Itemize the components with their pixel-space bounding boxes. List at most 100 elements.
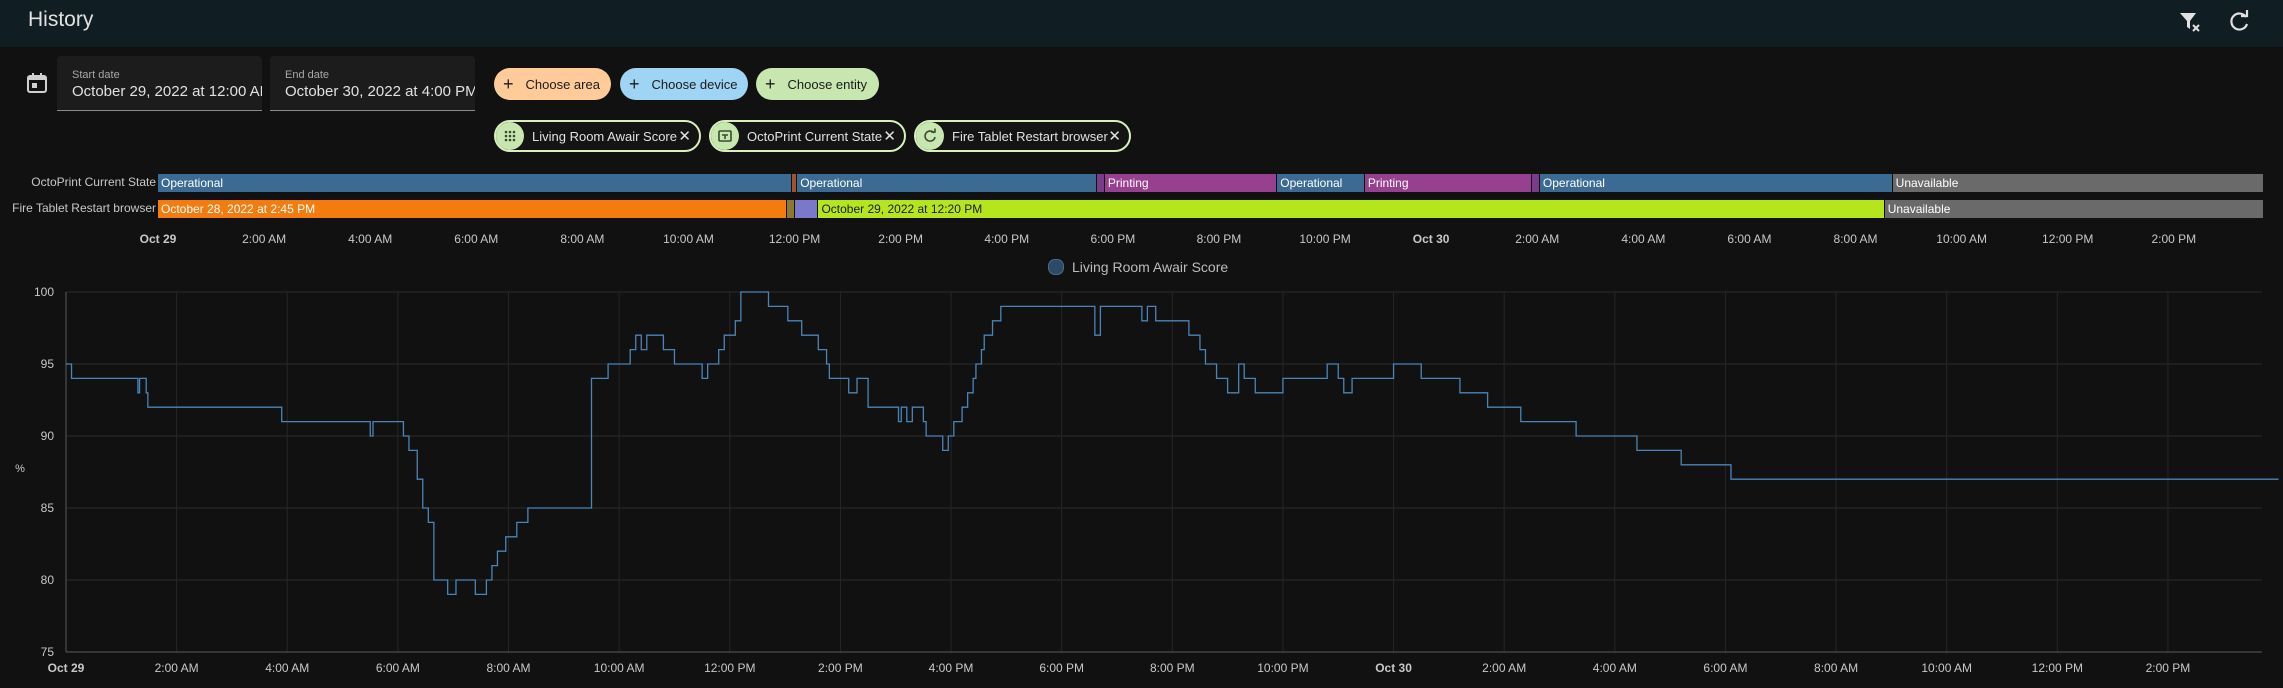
x-tick-label: 6:00 PM bbox=[1039, 661, 1084, 675]
choose-device-button[interactable]: + Choose device bbox=[620, 68, 748, 100]
choose-area-label: Choose area bbox=[525, 76, 600, 92]
timeline-tick-label: 12:00 PM bbox=[768, 232, 821, 246]
x-tick-label: 2:00 AM bbox=[155, 661, 199, 675]
timeline-tick-label: 6:00 AM bbox=[1727, 232, 1772, 246]
x-tick-label: 8:00 AM bbox=[1814, 661, 1858, 675]
timeline-tick-label: 10:00 AM bbox=[663, 232, 714, 246]
end-date-field[interactable]: End date October 30, 2022 at 4:00 PM bbox=[270, 56, 475, 111]
selected-entity-chip[interactable]: Fire Tablet Restart browser ✕ bbox=[914, 120, 1131, 152]
x-tick-label: 12:00 PM bbox=[2032, 661, 2083, 675]
timeline-tick-label: 4:00 AM bbox=[1621, 232, 1666, 246]
x-tick-label: 6:00 AM bbox=[1703, 661, 1747, 675]
chart-legend-item[interactable]: Living Room Awair Score bbox=[1048, 259, 1228, 275]
start-date-field[interactable]: Start date October 29, 2022 at 12:00 AM bbox=[57, 56, 262, 111]
timeline-segment-label: Unavailable bbox=[1887, 202, 1951, 216]
selected-entity-chip[interactable]: OctoPrint Current State ✕ bbox=[709, 120, 906, 152]
selected-entity-label: OctoPrint Current State bbox=[747, 128, 883, 144]
timeline-tick-label: 8:00 PM bbox=[1196, 232, 1242, 246]
timeline-segment[interactable]: Operational bbox=[158, 174, 791, 192]
choose-entity-button[interactable]: + Choose entity bbox=[756, 68, 879, 100]
choose-entity-label: Choose entity bbox=[787, 76, 868, 92]
timeline-tick-label: 8:00 AM bbox=[1833, 232, 1878, 246]
timeline-tick-label: 10:00 AM bbox=[1936, 232, 1987, 246]
x-tick-label: Oct 30 bbox=[1375, 661, 1412, 675]
x-tick-label: Oct 29 bbox=[48, 661, 85, 675]
selected-entity-label: Living Room Awair Score bbox=[532, 128, 677, 144]
timeline-segment[interactable]: Unavailable bbox=[1884, 200, 2263, 218]
choose-area-button[interactable]: + Choose area bbox=[494, 68, 611, 100]
timeline-segment[interactable] bbox=[1096, 174, 1104, 192]
timeline-row-label: Fire Tablet Restart browser bbox=[12, 201, 156, 215]
timeline-tick-label: 6:00 PM bbox=[1090, 232, 1136, 246]
timeline-segment[interactable]: Operational bbox=[1539, 174, 1892, 192]
remove-chip-icon[interactable]: ✕ bbox=[1108, 128, 1121, 145]
start-date-value: October 29, 2022 at 12:00 AM bbox=[72, 83, 262, 100]
timeline-segment-label: Printing bbox=[1367, 176, 1409, 190]
x-tick-label: 10:00 AM bbox=[1921, 661, 1972, 675]
timeline-segment-label: Printing bbox=[1107, 176, 1149, 190]
y-tick-label: 75 bbox=[41, 645, 55, 659]
app-header: History bbox=[0, 0, 2283, 47]
calendar-icon bbox=[27, 73, 47, 93]
timeline-tick-label: 2:00 PM bbox=[2151, 232, 2197, 246]
y-axis-label: % bbox=[15, 463, 25, 475]
timeline-tick-label: 10:00 PM bbox=[1299, 232, 1351, 246]
timeline-tick-label: Oct 29 bbox=[139, 232, 177, 246]
y-tick-label: 100 bbox=[34, 285, 54, 299]
timeline-segment[interactable] bbox=[794, 200, 818, 218]
timeline-tick-label: 2:00 AM bbox=[242, 232, 287, 246]
x-tick-label: 10:00 PM bbox=[1257, 661, 1308, 675]
selected-entity-label: Fire Tablet Restart browser bbox=[952, 128, 1108, 144]
restart-icon bbox=[916, 122, 944, 150]
timeline-segment-label: October 29, 2022 at 12:20 PM bbox=[821, 202, 983, 216]
timeline-segment[interactable] bbox=[786, 200, 794, 218]
plus-icon: + bbox=[629, 74, 640, 94]
x-tick-label: 4:00 AM bbox=[1593, 661, 1637, 675]
clear-filter-button[interactable] bbox=[2176, 8, 2204, 36]
y-tick-label: 85 bbox=[41, 501, 55, 515]
y-tick-label: 90 bbox=[41, 429, 55, 443]
remove-chip-icon[interactable]: ✕ bbox=[678, 128, 691, 145]
series-line bbox=[66, 291, 2279, 596]
start-date-label: Start date bbox=[72, 69, 120, 81]
page-title: History bbox=[28, 8, 94, 31]
timeline-segment[interactable] bbox=[791, 174, 797, 192]
timeline-tick-label: 4:00 AM bbox=[348, 232, 393, 246]
timeline-segment[interactable]: Operational bbox=[1277, 174, 1364, 192]
timeline-tick-label: 6:00 AM bbox=[454, 232, 499, 246]
timeline-tick-label: 12:00 PM bbox=[2042, 232, 2094, 246]
printer-3d-icon bbox=[711, 122, 739, 150]
plus-icon: + bbox=[765, 74, 776, 94]
x-tick-label: 2:00 PM bbox=[818, 661, 863, 675]
y-tick-label: 80 bbox=[41, 573, 55, 587]
end-date-label: End date bbox=[285, 69, 330, 81]
timeline-tick-label: 2:00 PM bbox=[878, 232, 924, 246]
timeline-segment-label: October 28, 2022 at 2:45 PM bbox=[161, 202, 316, 216]
selected-entity-chip[interactable]: Living Room Awair Score ✕ bbox=[494, 120, 701, 152]
timeline-segment-label: Unavailable bbox=[1895, 176, 1959, 190]
filter-remove-icon bbox=[2180, 13, 2200, 32]
timeline-segment[interactable]: October 29, 2022 at 12:20 PM bbox=[818, 200, 1884, 218]
timeline-segment[interactable]: Printing bbox=[1104, 174, 1277, 192]
refresh-button[interactable] bbox=[2226, 8, 2254, 36]
x-tick-label: 6:00 AM bbox=[376, 661, 420, 675]
legend-swatch bbox=[1048, 259, 1064, 275]
timeline-segment[interactable]: Operational bbox=[797, 174, 1096, 192]
timeline-segment[interactable]: Unavailable bbox=[1892, 174, 2263, 192]
gauge-icon bbox=[496, 122, 524, 150]
x-tick-label: 4:00 PM bbox=[929, 661, 974, 675]
timeline-segment[interactable] bbox=[1531, 174, 1539, 192]
x-tick-label: 4:00 AM bbox=[265, 661, 309, 675]
timeline-tick-label: Oct 30 bbox=[1412, 232, 1450, 246]
timeline-segment-label: Operational bbox=[1542, 176, 1605, 190]
plus-icon: + bbox=[503, 74, 514, 94]
timeline-segment[interactable]: Printing bbox=[1364, 174, 1531, 192]
timeline-segment[interactable]: October 28, 2022 at 2:45 PM bbox=[158, 200, 786, 218]
remove-chip-icon[interactable]: ✕ bbox=[883, 128, 896, 145]
timeline-segment-label: Operational bbox=[800, 176, 863, 190]
legend-label: Living Room Awair Score bbox=[1072, 259, 1229, 275]
x-tick-label: 8:00 AM bbox=[487, 661, 531, 675]
x-tick-label: 10:00 AM bbox=[594, 661, 645, 675]
x-tick-label: 12:00 PM bbox=[704, 661, 755, 675]
refresh-icon bbox=[2230, 10, 2249, 31]
